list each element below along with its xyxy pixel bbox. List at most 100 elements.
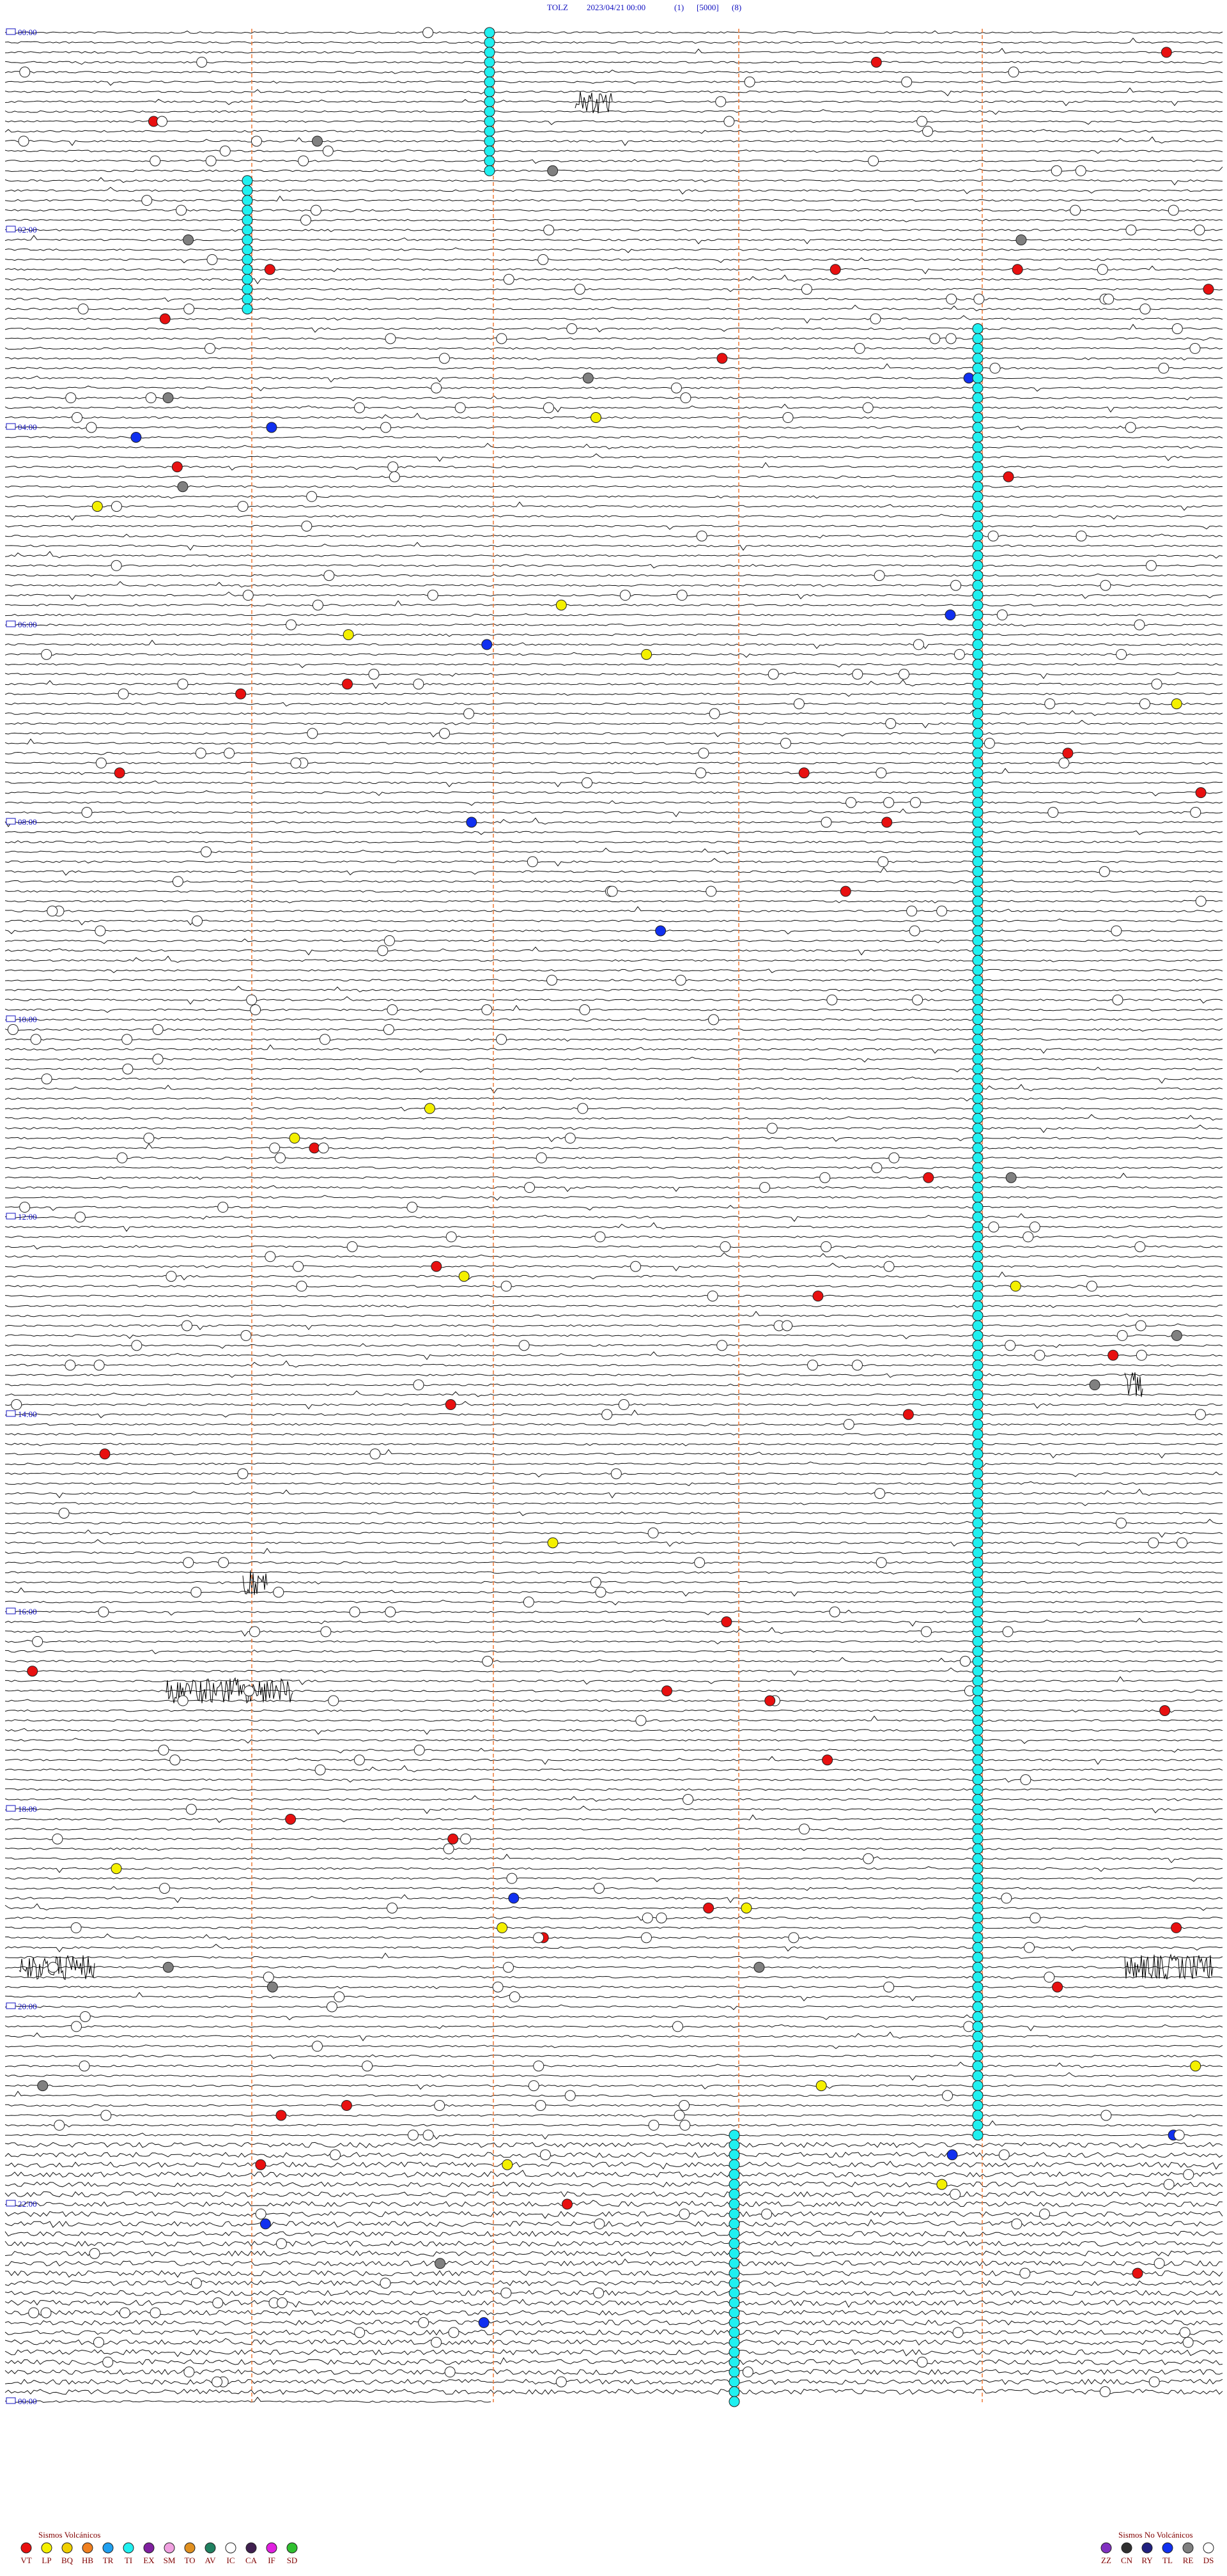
trace [4, 1323, 1223, 1330]
legend-swatch [143, 2542, 155, 2554]
event [647, 1527, 659, 1538]
legend-code: BQ [61, 2556, 73, 2565]
event [1159, 1705, 1171, 1716]
event [1005, 1172, 1017, 1183]
trace [4, 1639, 1223, 1644]
event [972, 1636, 984, 1647]
trace [4, 1360, 1223, 1368]
event [431, 2336, 442, 2348]
event [972, 1922, 984, 1933]
event [972, 1853, 984, 1864]
event [1034, 1349, 1046, 1361]
event [729, 2169, 740, 2181]
trace [4, 551, 1223, 559]
event [380, 2278, 391, 2289]
event [582, 372, 594, 384]
event [683, 1794, 694, 1805]
event [1116, 648, 1127, 660]
event [385, 333, 396, 344]
event [972, 1606, 984, 1618]
trace [4, 1805, 1223, 1814]
event [319, 1034, 330, 1045]
trace [4, 1461, 1223, 1468]
event [972, 1478, 984, 1489]
event [729, 2327, 740, 2338]
event [972, 1981, 984, 1993]
event [972, 431, 984, 443]
event [1173, 2129, 1185, 2141]
trace [4, 1422, 1223, 1427]
trace [4, 1926, 1223, 1929]
event [972, 1597, 984, 1608]
legend-code: TO [184, 2556, 195, 2565]
event [28, 2307, 40, 2319]
event [972, 362, 984, 374]
trace [4, 30, 1223, 34]
event [840, 885, 851, 897]
trace [4, 790, 1223, 797]
event [171, 461, 183, 473]
trace [4, 1222, 1223, 1232]
event [1003, 471, 1014, 482]
event [972, 2090, 984, 2101]
trace [4, 1137, 1223, 1142]
trace [4, 880, 1223, 884]
trace [4, 1599, 1223, 1606]
event [242, 244, 253, 256]
event [972, 1093, 984, 1105]
event [916, 116, 928, 127]
event [972, 1932, 984, 1943]
trace [4, 1618, 1223, 1627]
event [249, 1626, 260, 1637]
event [729, 2248, 740, 2259]
event [601, 1409, 613, 1420]
label-box [6, 423, 16, 430]
event [255, 2208, 266, 2220]
event [822, 1754, 833, 1766]
event [314, 1764, 326, 1775]
event [708, 1014, 720, 1025]
trace [4, 1084, 1223, 1094]
trace [5, 1676, 1223, 1685]
event [729, 2376, 740, 2388]
burst [1124, 1372, 1143, 1397]
event [972, 1014, 984, 1025]
flag: (1) [674, 3, 684, 12]
event [788, 1932, 799, 1943]
event [851, 1360, 863, 1371]
event [972, 1833, 984, 1844]
flag: (8) [732, 3, 741, 12]
event [972, 422, 984, 433]
trace [4, 403, 1223, 413]
trace [4, 2181, 1223, 2188]
trace [4, 501, 1223, 511]
event [183, 303, 195, 315]
trace [4, 2170, 1223, 2178]
legend-swatch [102, 2542, 114, 2554]
legend-code: TR [103, 2556, 114, 2565]
event [877, 856, 889, 868]
trace [4, 709, 1223, 716]
trace [4, 1235, 1223, 1240]
time-label: 04:00 [18, 422, 37, 432]
trace [4, 1788, 1223, 1791]
event [1135, 1320, 1146, 1331]
label-box [6, 1805, 16, 1812]
event [1158, 362, 1169, 374]
event [95, 925, 106, 937]
trace [4, 808, 1223, 818]
event [484, 27, 495, 38]
event [484, 155, 495, 167]
event [484, 96, 495, 107]
event [972, 1567, 984, 1578]
event [555, 599, 567, 611]
event [902, 1409, 914, 1420]
trace [4, 2210, 1223, 2219]
event [676, 590, 688, 601]
trace [4, 2349, 1223, 2358]
event [899, 668, 910, 680]
event [434, 2100, 445, 2111]
trace [4, 128, 1223, 134]
event [1179, 2327, 1191, 2338]
